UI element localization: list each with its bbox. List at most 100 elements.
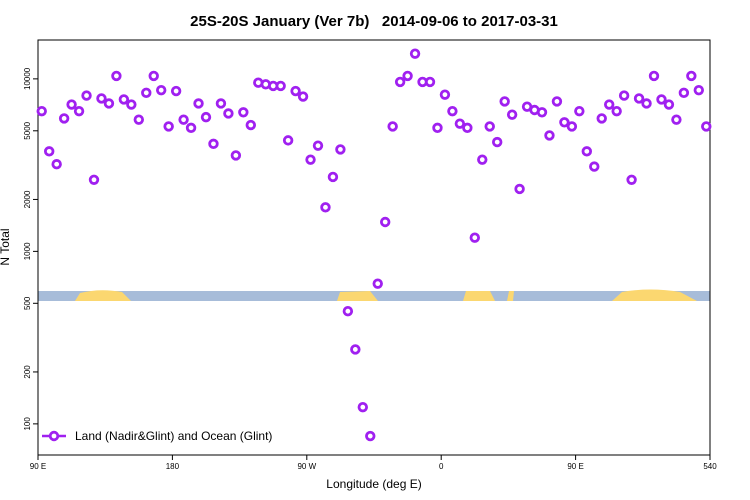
y-tick-label: 100 — [23, 417, 32, 431]
point — [193, 98, 204, 109]
point — [626, 174, 637, 185]
point — [215, 98, 227, 109]
point — [618, 90, 630, 101]
point — [327, 171, 339, 183]
point — [155, 84, 167, 96]
point — [693, 84, 704, 96]
point — [506, 109, 518, 120]
y-tick-label: 1000 — [23, 242, 32, 260]
point — [290, 85, 301, 97]
point — [178, 114, 189, 125]
point — [589, 161, 600, 172]
point — [133, 114, 144, 125]
point — [372, 278, 383, 289]
y-axis-label: N Total — [0, 228, 12, 265]
x-tick-label: 540 — [703, 462, 717, 471]
x-axis-label: Longitude (deg E) — [326, 477, 421, 491]
point — [238, 107, 249, 118]
land-band — [612, 289, 697, 301]
point — [58, 113, 70, 124]
point — [51, 159, 62, 170]
point — [454, 118, 466, 129]
point — [469, 232, 480, 243]
point — [671, 114, 682, 125]
legend-marker — [48, 430, 60, 442]
x-tick-label: 90 E — [30, 462, 46, 471]
y-tick-label: 500 — [23, 296, 32, 310]
point — [611, 105, 622, 117]
point — [365, 430, 376, 442]
point — [312, 140, 324, 151]
point — [536, 107, 548, 118]
point — [477, 154, 488, 165]
point — [402, 70, 413, 82]
point — [103, 98, 115, 109]
point — [409, 48, 421, 59]
point — [656, 94, 667, 105]
point — [581, 146, 592, 157]
point — [566, 121, 578, 132]
point — [380, 216, 391, 228]
point — [551, 96, 563, 107]
point — [574, 105, 585, 117]
y-tick-label: 10000 — [23, 67, 32, 90]
point — [305, 154, 316, 165]
point — [350, 344, 361, 355]
point — [686, 70, 697, 82]
chart-title: 25S-20S January (Ver 7b) 2014-09-06 to 2… — [190, 13, 558, 30]
point — [36, 105, 47, 117]
y-tick-label: 200 — [23, 365, 32, 379]
land-band — [75, 290, 131, 301]
point — [439, 89, 451, 100]
point — [208, 138, 219, 150]
point — [633, 93, 645, 104]
point — [126, 99, 137, 110]
point — [342, 305, 354, 317]
plot-frame — [37, 39, 711, 456]
point — [320, 202, 331, 213]
point — [66, 99, 77, 110]
point — [544, 130, 555, 141]
point — [223, 108, 234, 119]
land-ocean-strip — [38, 289, 710, 301]
x-tick-label: 90 E — [567, 462, 583, 471]
land-band — [337, 291, 378, 301]
land-band — [507, 291, 514, 301]
point — [185, 122, 197, 134]
point — [118, 94, 130, 105]
point — [424, 76, 436, 88]
x-tick-label: 90 W — [297, 462, 316, 471]
point — [163, 121, 174, 132]
point — [170, 85, 182, 97]
point — [96, 93, 107, 104]
point — [484, 121, 495, 132]
x-tick-label: 0 — [439, 462, 444, 471]
point — [81, 90, 92, 101]
y-tick-label: 5000 — [23, 121, 32, 139]
point — [678, 87, 690, 99]
point — [604, 99, 615, 110]
point — [141, 87, 152, 99]
land-band — [463, 291, 495, 301]
point — [559, 117, 570, 128]
point — [44, 146, 55, 157]
point — [387, 121, 398, 132]
point — [663, 99, 675, 110]
point — [492, 136, 503, 148]
point — [111, 70, 122, 82]
point — [641, 98, 652, 109]
point — [447, 105, 458, 117]
point — [432, 122, 443, 134]
point — [648, 70, 660, 82]
point — [514, 183, 525, 195]
point — [499, 96, 510, 107]
point — [245, 119, 256, 131]
point — [275, 80, 286, 92]
point — [73, 105, 85, 117]
point — [200, 111, 212, 123]
point — [297, 91, 309, 102]
point — [701, 121, 712, 132]
y-tick-label: 2000 — [23, 190, 32, 208]
